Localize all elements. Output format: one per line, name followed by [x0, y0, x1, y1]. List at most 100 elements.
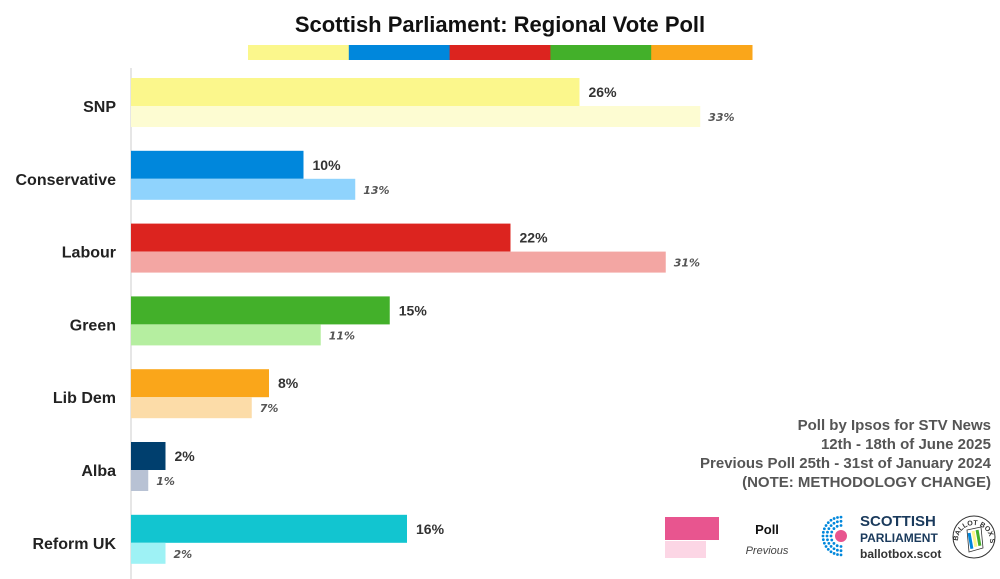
- legend-poll-swatch: [665, 517, 719, 540]
- parliament-seat-dot: [839, 549, 843, 553]
- parliament-seat-dot: [839, 553, 843, 557]
- category-label-green: Green: [70, 317, 116, 334]
- parliament-seat-dot: [824, 545, 828, 548]
- parliament-seat-dot: [839, 519, 843, 523]
- parliament-seat-dot: [836, 553, 839, 556]
- value-label-previous-alba: 1%: [156, 475, 175, 488]
- value-label-poll-alba: 2%: [175, 448, 196, 464]
- value-label-previous-green: 11%: [329, 329, 355, 342]
- value-label-poll-snp: 26%: [589, 84, 618, 100]
- bars-group: [131, 78, 701, 564]
- bar-poll-conservative: [131, 150, 304, 179]
- source-line-1: Poll by Ipsos for STV News: [798, 417, 991, 434]
- parliament-seat-dot: [829, 518, 833, 522]
- parliament-seat-dot: [832, 527, 836, 530]
- source-line-3: Previous Poll 25th - 31st of January 202…: [700, 455, 992, 472]
- legend-previous-swatch: [665, 541, 706, 558]
- title-stripe-segment: [550, 45, 652, 60]
- parliament-seats-icon-center: [835, 530, 847, 542]
- title-stripe-segment: [348, 45, 451, 60]
- title-color-stripe: [248, 45, 753, 60]
- parliament-seat-dot: [826, 547, 830, 551]
- bar-previous-alba: [131, 470, 149, 491]
- value-label-previous-snp: 33%: [708, 111, 734, 124]
- parliament-seat-dot: [839, 524, 843, 527]
- value-label-previous-lib-dem: 7%: [260, 402, 279, 415]
- scottish-parliament-logo: SCOTTISH PARLIAMENT ballotbox.scot: [821, 513, 941, 561]
- parliament-seat-dot: [832, 521, 836, 525]
- source-line-2: 12th - 18th of June 2025: [821, 436, 991, 453]
- parliament-seat-dot: [836, 516, 839, 519]
- value-label-previous-labour: 31%: [674, 257, 700, 270]
- parliament-seat-dot: [826, 521, 830, 525]
- category-label-reform-uk: Reform UK: [32, 536, 116, 553]
- parliament-seat-dot: [826, 530, 829, 534]
- parliament-seats-icon: [821, 515, 843, 557]
- parliament-seat-dot: [839, 545, 843, 548]
- title-stripe-segment: [651, 45, 753, 60]
- bar-poll-lib-dem: [131, 369, 269, 398]
- parliament-seat-dot: [829, 544, 833, 548]
- value-label-poll-labour: 22%: [520, 230, 549, 246]
- parliament-seat-dot: [822, 527, 826, 531]
- value-label-poll-lib-dem: 8%: [278, 375, 299, 391]
- value-label-previous-conservative: 13%: [363, 184, 389, 197]
- bar-previous-lib-dem: [131, 397, 252, 419]
- parliament-seat-dot: [822, 541, 826, 545]
- bar-poll-green: [131, 296, 390, 325]
- title-stripe-segment: [248, 45, 350, 60]
- value-label-previous-reform-uk: 2%: [174, 548, 193, 561]
- parliament-seat-dot: [830, 538, 834, 542]
- source-note: Poll by Ipsos for STV News 12th - 18th o…: [700, 417, 992, 491]
- bar-previous-snp: [131, 106, 701, 127]
- category-label-snp: SNP: [83, 99, 116, 116]
- parliament-seat-dot: [829, 534, 833, 538]
- labels-group: SNP 26% 33% Conservative 10% 13% Labour 22% 31% G…: [16, 84, 735, 561]
- parliament-seat-dot: [826, 538, 829, 542]
- parliament-seat-dot: [839, 515, 843, 519]
- parliament-seat-dot: [827, 541, 831, 545]
- parliament-seat-dot: [832, 517, 836, 520]
- legend: Poll Previous: [665, 517, 789, 558]
- legend-poll-label: Poll: [755, 522, 779, 537]
- parliament-seat-dot: [835, 520, 839, 524]
- logo-scottish-text: SCOTTISH: [860, 513, 936, 530]
- value-label-poll-green: 15%: [399, 302, 428, 318]
- logo-parliament-text: PARLIAMENT: [860, 531, 938, 545]
- bar-previous-conservative: [131, 178, 356, 200]
- bar-poll-snp: [131, 78, 580, 106]
- parliament-seat-dot: [835, 524, 839, 528]
- source-line-4: (NOTE: METHODOLOGY CHANGE): [742, 474, 991, 491]
- parliament-seat-dot: [827, 527, 831, 531]
- category-label-labour: Labour: [62, 245, 116, 262]
- bar-previous-reform-uk: [131, 542, 166, 564]
- category-label-conservative: Conservative: [16, 172, 117, 189]
- badge-stripe-blue-icon: [967, 532, 974, 550]
- parliament-seat-dot: [829, 550, 833, 554]
- parliament-seat-dot: [835, 548, 839, 552]
- parliament-seat-dot: [832, 547, 836, 551]
- parliament-seat-dot: [835, 544, 839, 548]
- parliament-seat-dot: [821, 534, 825, 538]
- badge-stripe-green-icon: [975, 529, 982, 547]
- parliament-seat-dot: [821, 530, 825, 534]
- parliament-seat-dot: [821, 538, 825, 542]
- parliament-seat-dot: [832, 552, 836, 555]
- value-label-poll-conservative: 10%: [313, 157, 342, 173]
- parliament-seat-dot: [824, 524, 828, 527]
- logo-site-text: ballotbox.scot: [860, 547, 941, 561]
- bar-previous-green: [131, 324, 321, 346]
- bar-previous-labour: [131, 251, 666, 273]
- value-label-poll-reform-uk: 16%: [416, 521, 445, 537]
- parliament-seat-dot: [829, 524, 833, 528]
- category-label-lib-dem: Lib Dem: [53, 390, 116, 407]
- legend-previous-label: Previous: [746, 545, 789, 557]
- category-label-alba: Alba: [81, 463, 116, 480]
- title-stripe-segment: [449, 45, 551, 60]
- parliament-seat-dot: [825, 534, 829, 538]
- parliament-seat-dot: [832, 542, 836, 545]
- chart-title: Scottish Parliament: Regional Vote Poll: [295, 12, 705, 37]
- bar-poll-alba: [131, 442, 166, 470]
- bar-poll-reform-uk: [131, 514, 407, 543]
